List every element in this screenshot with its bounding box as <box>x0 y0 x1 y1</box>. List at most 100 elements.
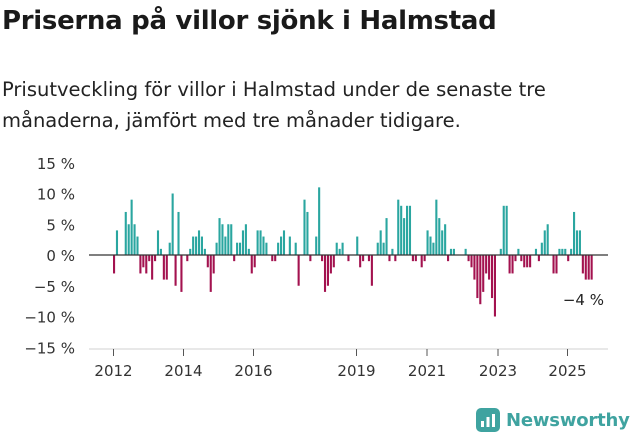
bar <box>499 248 502 255</box>
bar <box>209 255 212 292</box>
bar <box>490 255 494 299</box>
y-tick-label: −5 % <box>34 278 75 296</box>
bar <box>452 248 455 255</box>
bar <box>282 230 286 255</box>
bar <box>124 211 127 255</box>
bar <box>341 242 344 255</box>
bar <box>262 236 265 255</box>
bar <box>332 255 335 268</box>
bar <box>432 242 435 255</box>
bar <box>238 242 242 255</box>
bar <box>192 236 195 255</box>
bar <box>309 255 312 262</box>
chart-title: Priserna på villor sjönk i Halmstad <box>2 6 497 36</box>
newsworthy-logo-icon <box>476 408 500 432</box>
bar <box>174 255 177 286</box>
bar <box>203 248 206 255</box>
bar <box>575 230 579 255</box>
bar <box>145 255 148 274</box>
bar <box>385 218 388 255</box>
bar <box>200 236 203 255</box>
bar <box>162 255 165 280</box>
bar <box>195 236 198 255</box>
bar <box>370 255 373 286</box>
bar <box>391 248 394 255</box>
bar <box>367 255 371 262</box>
y-tick-label: 5 % <box>46 216 75 234</box>
x-tick-label: 2019 <box>337 362 375 380</box>
bar <box>379 230 382 255</box>
bar <box>420 255 423 268</box>
bar <box>511 255 514 274</box>
bar <box>189 248 192 255</box>
bar <box>482 255 485 292</box>
bar <box>470 255 473 268</box>
bar <box>151 255 154 280</box>
bar <box>505 205 508 255</box>
bar <box>529 255 532 268</box>
bar <box>520 255 523 262</box>
bar <box>297 255 300 286</box>
bar <box>523 255 526 268</box>
bar <box>411 255 414 262</box>
bar <box>546 224 549 255</box>
bar <box>130 199 133 255</box>
bar <box>165 255 168 280</box>
bar <box>488 255 491 280</box>
bar <box>426 230 429 255</box>
bar <box>564 248 567 255</box>
bar <box>244 224 247 255</box>
bar <box>570 248 573 255</box>
bar <box>534 248 538 255</box>
bar <box>274 255 277 262</box>
bar <box>127 224 130 255</box>
y-tick-label: −15 % <box>24 339 75 357</box>
bar <box>473 255 476 280</box>
bar <box>168 242 171 255</box>
bar <box>441 230 444 255</box>
bar <box>552 255 555 274</box>
bar <box>493 255 496 317</box>
bar <box>256 230 259 255</box>
bar <box>247 248 250 255</box>
bar <box>306 211 309 255</box>
bar <box>359 255 362 268</box>
bar <box>253 255 256 268</box>
bar <box>467 255 470 262</box>
bar <box>227 224 230 255</box>
bar <box>581 255 584 274</box>
bar <box>476 255 479 299</box>
bar <box>221 224 224 255</box>
bar <box>148 255 151 262</box>
bar <box>280 236 283 255</box>
bar <box>376 242 379 255</box>
x-tick-label: 2012 <box>94 362 132 380</box>
bar <box>587 255 590 280</box>
bar <box>567 255 570 262</box>
bar <box>400 205 403 255</box>
bar <box>502 205 505 255</box>
bar <box>224 236 227 255</box>
brand-logo: Newsworthy <box>476 408 630 432</box>
bar <box>197 230 201 255</box>
bar <box>388 255 391 262</box>
bar <box>543 230 546 255</box>
bar <box>537 255 540 262</box>
bar <box>318 187 321 255</box>
x-tick-label: 2025 <box>548 362 586 380</box>
bar <box>555 255 558 274</box>
bar <box>294 242 297 255</box>
bar <box>447 255 450 262</box>
bar <box>558 248 561 255</box>
bar <box>338 248 341 255</box>
bar <box>508 255 511 274</box>
bar <box>429 236 432 255</box>
bar <box>335 242 338 255</box>
bar <box>517 248 520 255</box>
bar <box>408 205 412 255</box>
bar <box>212 255 215 274</box>
bar <box>303 199 306 255</box>
bar <box>315 236 318 255</box>
bar <box>133 224 136 255</box>
